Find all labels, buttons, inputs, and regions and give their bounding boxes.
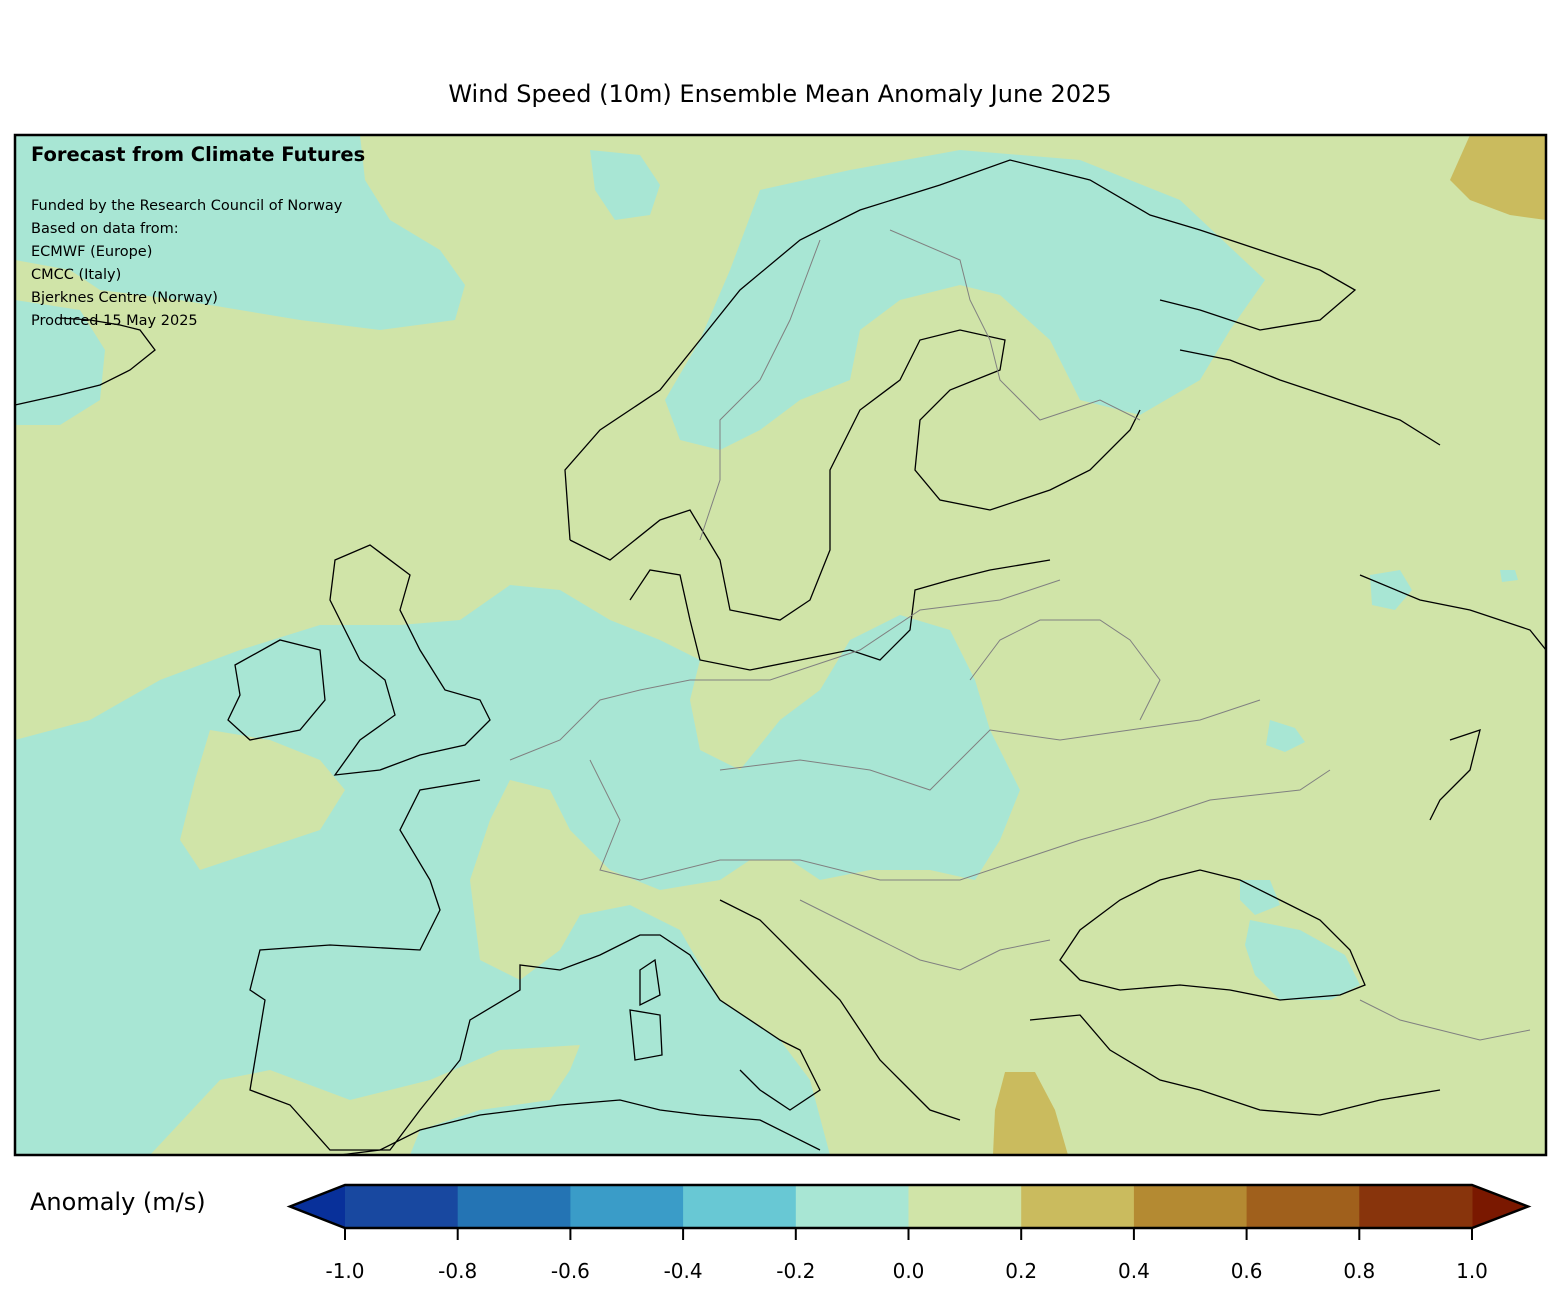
overlay-credits: Funded by the Research Council of Norway… [31, 195, 342, 333]
coast-norway-sweden-south [569, 329, 1141, 621]
credit-line: Based on data from: [31, 221, 179, 237]
colorbar-bin [1359, 1185, 1473, 1228]
coast-north-africa [339, 1099, 821, 1156]
region-aegean-positive [993, 1072, 1068, 1155]
colorbar [286, 1183, 1532, 1240]
colorbar-tick-label: 0.8 [1343, 1259, 1376, 1283]
credit-line: ECMWF (Europe) [31, 244, 153, 260]
anomaly-regions-positive [993, 135, 1546, 1155]
colorbar-tick-label: -0.8 [438, 1259, 478, 1283]
coast-baltic-south [629, 559, 1051, 671]
region-iceland [15, 300, 105, 425]
colorbar-tick-label: -0.6 [550, 1259, 590, 1283]
coast-corsica [639, 958, 661, 1007]
region-norwegian-sea [590, 150, 660, 220]
country-borders [509, 229, 1531, 1041]
coastlines [14, 159, 1547, 1156]
credit-line: Produced 15 May 2025 [31, 313, 198, 329]
coast-turkey [1029, 1014, 1441, 1116]
region-azov [1240, 880, 1280, 915]
region-black-sea [1245, 920, 1360, 1000]
chart-title: Wind Speed (10m) Ensemble Mean Anomaly J… [448, 80, 1112, 108]
colorbar-tick-label: 0.4 [1117, 1259, 1150, 1283]
colorbar-bin [457, 1185, 571, 1228]
region-bay-of-biscay-tongue [180, 730, 345, 870]
colorbar-tick-label: 0.6 [1230, 1259, 1263, 1283]
colorbar-tick-label: -0.4 [663, 1259, 703, 1283]
colorbar-tick-label: 0.2 [1005, 1259, 1038, 1283]
coast-scandinavia [564, 159, 1441, 541]
credit-line: Funded by the Research Council of Norway [31, 198, 343, 214]
colorbar-bin [683, 1185, 797, 1228]
credit-line: CMCC (Italy) [31, 267, 122, 283]
colorbar-label: Anomaly (m/s) [30, 1188, 206, 1216]
region-north-atlantic [15, 135, 465, 330]
region-russia-spot-2 [1500, 570, 1518, 582]
colorbar-bin [795, 1185, 909, 1228]
coast-russia-east [1359, 574, 1547, 821]
colorbar-bin [1246, 1185, 1360, 1228]
colorbar-tick-label: 1.0 [1456, 1259, 1488, 1283]
colorbar-tick-label: -0.2 [776, 1259, 816, 1283]
region-russia-spot-1 [1370, 570, 1412, 610]
coast-black-sea [1059, 869, 1366, 1001]
coast-sardinia [629, 1009, 663, 1061]
colorbar-bin [1021, 1185, 1135, 1228]
coast-great-britain [329, 544, 491, 776]
map-frame [13, 133, 1548, 1157]
anomaly-regions-negative [15, 135, 1518, 1155]
coast-iceland [14, 317, 156, 406]
region-scandinavia [665, 150, 1265, 450]
colorbar-extend-high [1472, 1185, 1528, 1228]
region-barents-positive [1450, 135, 1546, 220]
colorbar-bin [570, 1185, 684, 1228]
colorbar-tick-label: -1.0 [325, 1259, 365, 1283]
coast-france-iberia [249, 779, 821, 1151]
region-central-europe [15, 585, 1020, 1155]
overlay-heading: Forecast from Climate Futures [31, 143, 366, 166]
colorbar-bin [908, 1185, 1022, 1228]
region-ukraine-spot [1266, 720, 1305, 752]
coast-ireland [227, 639, 326, 741]
colorbar-bin [1133, 1185, 1248, 1228]
colorbar-bin [345, 1185, 459, 1228]
credit-line: Bjerknes Centre (Norway) [31, 290, 218, 306]
coast-italy-east [719, 899, 961, 1121]
colorbar-tick-label: 0.0 [892, 1259, 925, 1283]
colorbar-extend-low [290, 1185, 345, 1228]
